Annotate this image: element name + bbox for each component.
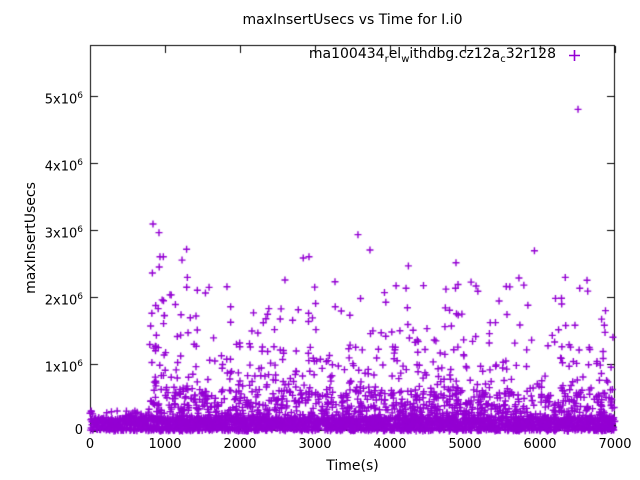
legend-label-subscript: r [384,53,389,65]
x-tick-label: 1000 [148,437,182,452]
x-tick-label: 4000 [373,437,407,452]
plot-area [86,41,619,435]
y-tick-label: 4x106 [44,157,83,175]
legend-label-text: 32r128 [505,46,556,62]
x-tick-label: 7000 [598,437,632,452]
y-tick-label: 2x106 [44,291,83,309]
plus-marker-icon [569,49,580,61]
chart-title: maxInsertUsecs vs Time for I.i0 [242,12,463,28]
x-tick-label: 6000 [523,437,557,452]
x-axis-title: Time(s) [326,458,379,474]
legend-label-text: el [388,46,402,62]
y-tick-label: 5x106 [44,90,83,108]
x-tick-label: 2000 [223,437,257,452]
x-tick-label: 5000 [448,437,482,452]
y-tick-label: 0 [74,423,83,438]
legend-label-subscript: c [500,53,506,65]
y-tick-label: 1x106 [44,358,83,376]
x-tick-label: 3000 [298,437,332,452]
x-tick-label: 0 [85,437,95,452]
legend-label-text: ma100434 [308,46,385,62]
y-tick-label: 3x106 [44,224,83,242]
legend-label-subscript: w [401,53,410,65]
legend-series-label: ma100434relwithdbg.cz12ac32r128 [309,46,556,65]
legend-label-text: ithdbg.cz12a [409,46,501,62]
legend: ma100434relwithdbg.cz12ac32r128 [309,46,581,65]
